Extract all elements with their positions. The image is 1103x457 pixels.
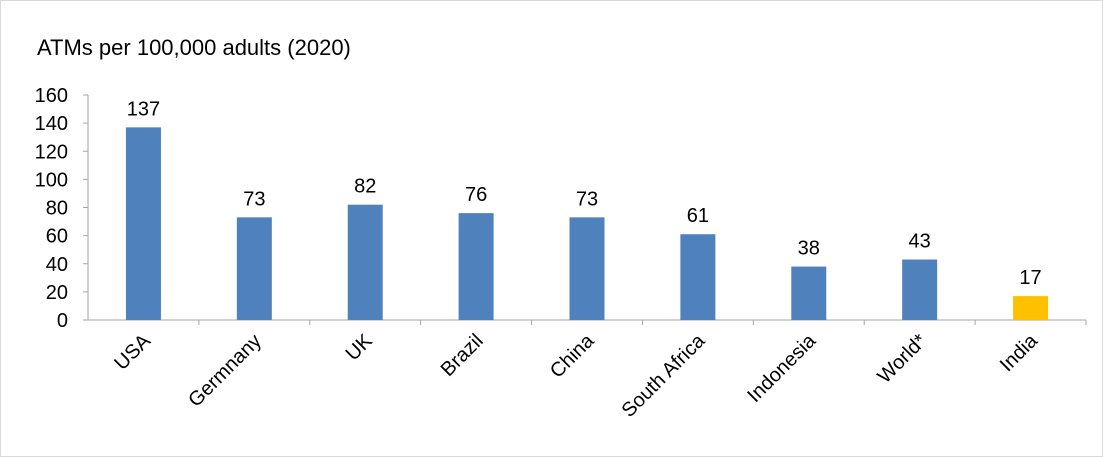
x-tick-label: China xyxy=(546,329,599,382)
data-label: 82 xyxy=(354,176,376,198)
bar-indonesia xyxy=(791,266,827,320)
x-tick-label: Brazil xyxy=(437,330,488,381)
bar-south-africa xyxy=(680,234,716,320)
data-label: 73 xyxy=(576,188,598,210)
bar-germnany xyxy=(236,217,272,320)
data-label: 137 xyxy=(127,98,160,120)
y-tick-label: 100 xyxy=(35,169,68,191)
bar-usa xyxy=(125,127,161,320)
bar-brazil xyxy=(458,213,494,320)
bar-uk xyxy=(347,204,383,320)
x-tick-label: USA xyxy=(110,330,155,375)
y-axis: 0 20 40 60 80 100 120 140 160 xyxy=(35,85,89,332)
x-tick-label: India xyxy=(996,329,1043,376)
x-tick-label: World* xyxy=(873,330,931,388)
x-tick-label: UK xyxy=(342,330,378,366)
data-labels: 137 73 82 76 73 61 38 43 17 xyxy=(127,98,1042,289)
bar-china xyxy=(569,217,605,320)
y-tick-label: 0 xyxy=(57,310,68,332)
y-tick-label: 60 xyxy=(46,226,68,248)
x-tick-label: Germnany xyxy=(184,330,266,412)
data-label: 43 xyxy=(909,231,931,253)
y-tick-label: 20 xyxy=(46,282,68,304)
bar-world xyxy=(902,259,938,320)
data-label: 38 xyxy=(798,238,820,260)
y-tick-label: 120 xyxy=(35,141,68,163)
data-label: 17 xyxy=(1019,267,1041,289)
data-label: 76 xyxy=(465,184,487,206)
y-tick-label: 160 xyxy=(35,85,68,107)
data-label: 73 xyxy=(243,188,265,210)
x-tick-label: Indonesia xyxy=(743,329,821,407)
chart-title: ATMs per 100,000 adults (2020) xyxy=(37,35,351,60)
y-tick-label: 80 xyxy=(46,198,68,220)
x-axis: USA Germnany UK Brazil China South Africa Indo… xyxy=(88,319,1087,422)
y-tick-label: 40 xyxy=(46,254,68,276)
x-tick-label: South Africa xyxy=(618,329,710,421)
bars xyxy=(125,127,1049,320)
y-tick-label: 140 xyxy=(35,113,68,135)
data-label: 61 xyxy=(687,205,709,227)
bar-india xyxy=(1013,296,1049,320)
